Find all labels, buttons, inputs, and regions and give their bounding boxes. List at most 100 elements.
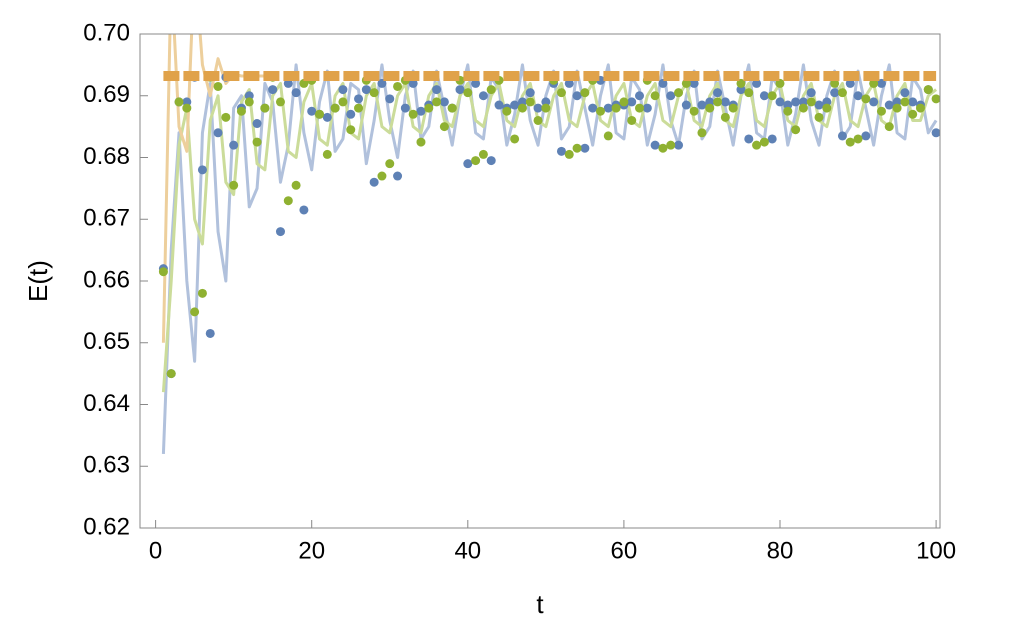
data-point [471,78,481,88]
data-point [822,97,832,107]
x-tick-label: 60 [611,537,638,564]
data-point [603,131,613,141]
data-point [502,106,512,116]
data-point [322,112,332,122]
data-point [400,103,410,113]
x-tick-label: 0 [149,537,162,564]
data-point [541,103,551,113]
data-point [814,100,824,110]
data-point [627,115,637,125]
data-point [759,137,769,147]
data-point [393,81,403,91]
y-tick-label: 0.67 [83,205,130,232]
data-point [588,103,598,113]
data-point [775,78,785,88]
data-point [908,97,918,107]
data-point [556,146,566,156]
data-point [158,267,168,277]
data-point [884,100,894,110]
data-point [463,88,473,98]
data-point [299,205,309,215]
data-point [783,106,793,116]
data-point [471,156,481,166]
data-point [283,78,293,88]
data-point [869,78,879,88]
data-point [525,97,535,107]
y-tick-label: 0.64 [83,390,130,417]
data-point [853,134,863,144]
data-point [517,97,527,107]
data-point [853,91,863,101]
data-point [556,88,566,98]
data-point [931,94,940,104]
data-point [658,143,668,153]
data-point [783,100,793,110]
data-point [892,103,902,113]
data-point [767,91,777,101]
data-point [275,227,285,237]
data-point [666,140,676,150]
data-point [650,140,660,150]
data-point [354,94,364,104]
data-point [182,97,192,107]
plot-area [158,34,940,454]
data-point [713,97,723,107]
data-point [580,88,590,98]
data-point [346,125,356,135]
data-point [798,103,808,113]
data-point [744,88,754,98]
data-point [354,103,364,113]
data-point [876,106,886,116]
data-point [564,149,574,159]
data-point [666,91,676,101]
data-point [759,91,769,101]
data-point [416,137,426,147]
data-point [494,100,504,110]
data-point [291,88,301,98]
data-point [635,91,645,101]
data-point [510,134,520,144]
data-point [315,109,325,119]
line [161,81,938,393]
data-point [923,85,933,95]
data-point [830,88,840,98]
data-point [377,171,387,181]
data-point [689,78,699,88]
data-point [299,78,309,88]
data-point [915,103,925,113]
data-point [791,125,801,135]
data-point [650,91,660,101]
data-point [244,91,254,101]
data-point [525,88,535,98]
data-point [478,91,488,101]
data-point [572,143,582,153]
data-point [736,85,746,95]
data-point [244,97,254,107]
data-point [681,78,691,88]
data-point [720,112,730,122]
data-point [463,159,473,169]
data-point [478,149,488,159]
y-tick-label: 0.65 [83,328,130,355]
data-point [775,97,785,107]
data-point [190,307,200,317]
data-point [642,103,652,113]
data-point [541,97,551,107]
data-point [689,106,699,116]
data-point [705,103,715,113]
data-point [814,112,824,122]
data-point [221,112,231,122]
data-point [635,103,645,113]
data-point [408,78,418,88]
data-point [611,103,621,113]
data-point [260,103,270,113]
y-axis-label: E(t) [23,260,53,302]
data-point [385,94,395,104]
data-point [884,122,894,132]
data-point [252,137,262,147]
data-point [876,78,886,88]
data-point [931,128,940,138]
data-point [798,97,808,107]
data-point [307,106,317,116]
